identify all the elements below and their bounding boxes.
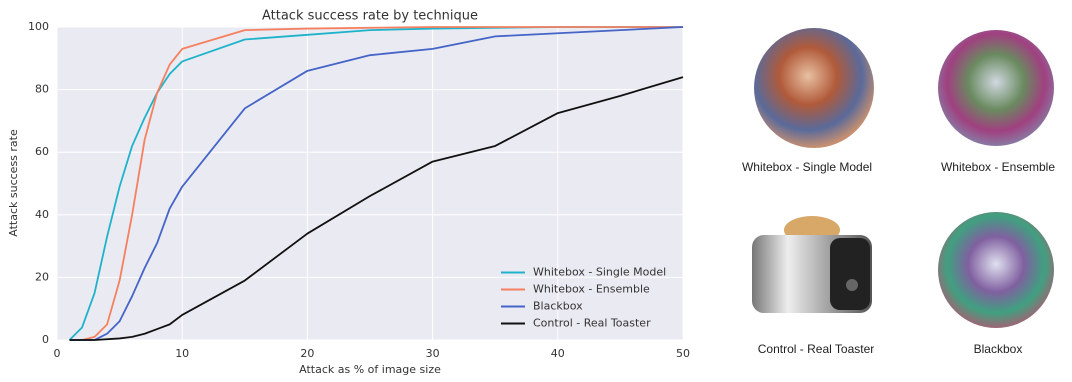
- legend-label: Whitebox - Single Model: [533, 266, 666, 279]
- x-tick-label: 0: [54, 347, 61, 360]
- y-tick-label: 20: [35, 270, 49, 283]
- line: [68, 26, 683, 341]
- legend-label: Blackbox: [533, 300, 583, 313]
- line: [69, 26, 683, 341]
- caption: Whitebox - Single Model: [742, 160, 872, 174]
- x-tick-label: 30: [426, 347, 440, 360]
- caption: Blackbox: [974, 342, 1023, 356]
- image-panels: Whitebox - Single Model Whitebox - Ensem…: [742, 28, 1055, 356]
- image: [938, 212, 1054, 328]
- x-tick-label: 10: [175, 347, 189, 360]
- legend-label: Control - Real Toaster: [533, 317, 651, 330]
- image: [752, 216, 872, 313]
- image: [754, 28, 874, 148]
- y-tick-label: 0: [42, 333, 49, 346]
- y-axis-label: Attack success rate: [7, 129, 20, 237]
- line: [69, 26, 684, 341]
- y-tick-label: 100: [28, 20, 49, 33]
- caption: Control - Real Toaster: [758, 342, 875, 356]
- x-axis-label: Attack as % of image size: [299, 363, 441, 376]
- x-tick-label: 40: [551, 347, 565, 360]
- x-tick-label: 20: [300, 347, 314, 360]
- chart-title: Attack success rate by technique: [262, 9, 478, 24]
- plot-area: [57, 27, 683, 340]
- caption: Whitebox - Ensemble: [941, 160, 1055, 174]
- y-tick-label: 60: [35, 145, 49, 158]
- legend-label: Whitebox - Ensemble: [533, 283, 650, 296]
- chart: Attack success rate by technique Attack …: [7, 9, 690, 377]
- image: [938, 30, 1054, 146]
- line: [69, 76, 684, 341]
- y-tick-label: 40: [35, 208, 49, 221]
- y-tick-label: 80: [35, 83, 49, 96]
- x-tick-label: 50: [676, 347, 690, 360]
